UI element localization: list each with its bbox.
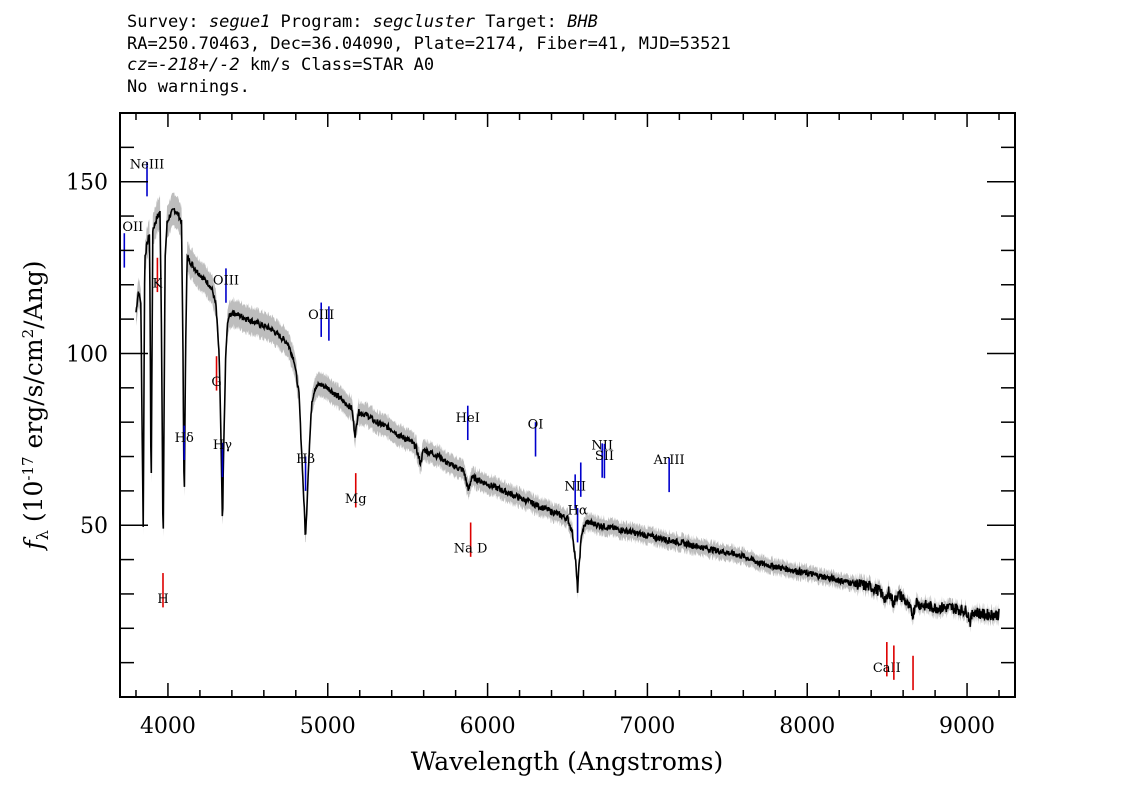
target-label: Target: <box>475 12 568 32</box>
emission-line-label: Hα <box>568 503 588 518</box>
y-axis-ticks: 50 100 150 <box>66 146 1015 664</box>
plot-frame <box>119 112 1016 698</box>
emission-line-label: OII <box>122 220 143 235</box>
emission-line-label: NeIII <box>130 157 164 172</box>
x-axis-title: Wavelength (Angstroms) <box>411 747 723 776</box>
emission-line-label: HeI <box>456 411 480 426</box>
emission-line-label: OIII <box>213 274 239 289</box>
emission-line-label: ArIII <box>653 453 685 468</box>
x-axis-ticks: 4000 5000 6000 7000 8000 9000 <box>135 113 1000 739</box>
x-tick-label: 5000 <box>300 714 356 739</box>
y-tick-label: 100 <box>66 342 108 367</box>
emission-line-label: SII <box>595 449 614 464</box>
y-tick-label: 50 <box>80 514 108 539</box>
header-line-survey: Survey: segue1 Program: segcluster Targe… <box>127 12 731 34</box>
emission-line-label: NII <box>591 439 613 454</box>
survey-label: Survey: <box>127 12 209 32</box>
header-line-coordinates: RA=250.70463, Dec=36.04090, Plate=2174, … <box>127 33 731 54</box>
class-text: km/s Class=STAR A0 <box>239 55 435 75</box>
y-tick-label: 150 <box>66 171 108 196</box>
emission-line-label: Hβ <box>296 452 315 467</box>
x-tick-label: 8000 <box>779 714 835 739</box>
absorption-line-label: CaII <box>873 661 901 676</box>
spectrum-header: Survey: segue1 Program: segcluster Targe… <box>127 12 731 98</box>
emission-line-label: NII <box>564 480 586 495</box>
flux-line <box>135 207 1000 627</box>
flux-error-area <box>136 192 999 633</box>
header-line-redshift: cz=-218+/-2 km/s Class=STAR A0 <box>127 55 731 77</box>
flux-series <box>135 207 1000 627</box>
program-value: segcluster <box>372 12 476 32</box>
absorption-line-label: K <box>153 277 163 292</box>
x-tick-label: 4000 <box>140 714 196 739</box>
absorption-line-label: Na D <box>454 541 488 556</box>
program-label: Program: <box>270 12 373 32</box>
emission-line-label: OI <box>528 418 544 433</box>
absorption-line-label: Mg <box>345 492 367 507</box>
x-tick-label: 7000 <box>619 714 675 739</box>
target-value: BHB <box>567 12 598 32</box>
x-tick-label: 9000 <box>939 714 995 739</box>
survey-value: segue1 <box>208 12 271 32</box>
x-tick-label: 6000 <box>460 714 516 739</box>
redshift-value: cz=-218+/-2 <box>127 55 240 75</box>
absorption-line-label: G <box>211 375 221 390</box>
emission-line-label: Hγ <box>213 438 232 453</box>
header-line-warnings: No warnings. <box>127 76 250 97</box>
absorption-line-label: H <box>157 592 168 607</box>
emission-line-label: Hδ <box>175 431 194 446</box>
y-axis-title: fλ (10-17 erg/s/cm2/Ang) <box>19 260 52 551</box>
emission-line-label: OIII <box>308 308 334 323</box>
flux-error-band <box>136 192 999 633</box>
